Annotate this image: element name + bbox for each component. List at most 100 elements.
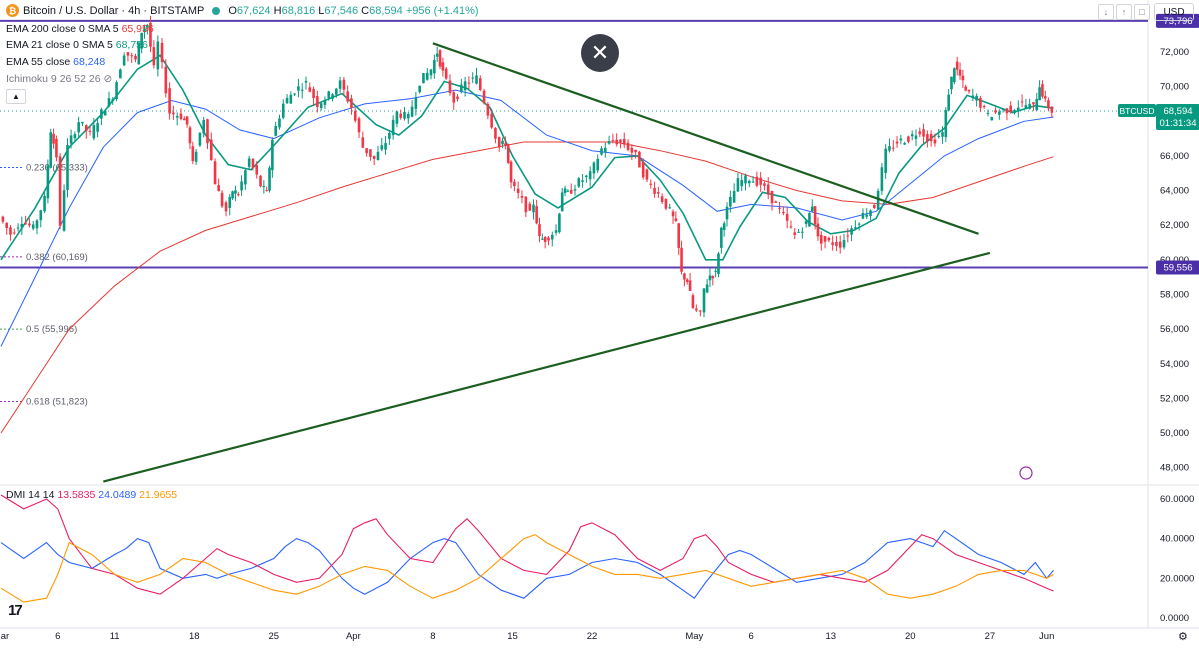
candle-body [664,198,668,209]
candle-body [581,180,584,182]
candle-body [289,94,293,104]
candle-body [600,148,603,155]
series-line-ema-200 [0,141,1054,434]
currency-selector[interactable]: USD [1154,3,1194,21]
candle-body [884,148,887,173]
time-tick-label: 20 [905,631,916,642]
candle-body [198,132,202,146]
candle-body [778,207,781,209]
dmi-legend[interactable]: DMI 14 14 13.5835 24.0489 21.9655 [6,489,178,501]
candle-body [573,189,577,191]
candle-body [641,162,645,178]
candle-body [77,122,80,133]
candle-body [929,133,933,142]
candle-body [16,227,20,229]
close-overlay-button[interactable]: ✕ [581,34,619,72]
candle-body [842,240,846,248]
candle-body [622,138,626,145]
current-price-tag [1156,103,1199,130]
ema55-legend[interactable]: EMA 55 close 68,248 [6,56,106,68]
candle-body [907,136,910,142]
time-tick-label: 8 [430,631,435,642]
ema21-legend[interactable]: EMA 21 close 0 SMA 5 68,756 [6,39,148,51]
candle-body [388,132,391,139]
candles [1,15,1054,318]
candle-body [577,178,581,187]
candle-body [444,68,448,79]
candle-body [438,50,442,67]
candle-body [497,137,501,148]
candle-body [918,131,922,135]
candle-body [217,185,220,192]
candle-body [986,112,990,114]
candle-body [268,167,271,191]
candle-body [857,223,861,225]
move-up-button[interactable]: ↑ [1116,4,1132,20]
candle-body [406,113,410,119]
candle-body [953,68,956,83]
candle-body [876,190,880,210]
price-tick-label: 52,000 [1160,393,1189,404]
candle-body [274,126,277,136]
candle-body [563,188,567,193]
candle-body [327,91,331,98]
candle-body [350,98,353,108]
candle-body [126,52,130,56]
candle-body [471,77,475,79]
candle-body [888,146,891,151]
candle-body [12,232,16,234]
price-tick-label: 50,000 [1160,428,1189,439]
candle-body [1047,100,1050,109]
candle-body [255,165,259,175]
move-down-button[interactable]: ↓ [1098,4,1114,20]
price-tick-label: 62,000 [1160,220,1189,231]
candle-body [1043,96,1047,99]
ichimoku-legend[interactable]: Ichimoku 9 26 52 26 ⊘ [6,73,113,85]
candle-body [1038,87,1041,101]
candle-body [804,220,808,224]
candle-body [547,237,550,241]
candle-body [649,183,653,185]
close-icon: ✕ [590,40,610,65]
candle-body [69,135,73,144]
candle-body [717,253,720,275]
candle-body [143,28,146,32]
candle-body [1013,109,1016,113]
candle-body [9,227,12,235]
candle-body [770,190,774,204]
maximize-button[interactable]: □ [1134,4,1150,20]
candle-body [702,288,706,313]
candle-body [452,92,456,103]
ohlc-values: O67,624 H68,816 L67,546 C68,594 +956 (+1… [228,4,479,17]
candle-body [569,189,573,194]
candle-body [729,196,732,207]
price-tick-label: 54,000 [1160,359,1189,370]
collapse-legend-button[interactable]: ▲ [6,89,26,104]
candle-body [683,273,686,280]
candle-body [891,147,895,149]
candle-body [319,103,323,109]
candle-body [808,213,811,227]
candle-body [964,86,968,91]
candle-body [823,236,827,242]
candle-body [115,82,118,100]
symbol-title[interactable]: Bitcoin / U.S. Dollar · 4h · BITSTAMP [23,4,205,17]
symbol-tag [1118,103,1156,117]
candle-body [1009,105,1013,113]
eye-off-icon[interactable]: ⊘ [103,73,113,85]
candle-body [528,203,532,211]
time-tick-label: Jun [1039,631,1054,642]
candle-body [763,183,766,186]
candle-body [433,60,436,74]
candle-body [816,223,820,237]
candle-body [653,187,656,194]
candle-body [182,118,186,121]
candle-body [448,80,452,93]
candle-body [554,230,558,233]
candle-body [220,192,224,207]
ema200-legend[interactable]: EMA 200 close 0 SMA 5 65,956 [6,23,154,35]
candle-body [111,99,115,102]
candle-body [955,61,959,70]
candle-body [475,75,478,84]
